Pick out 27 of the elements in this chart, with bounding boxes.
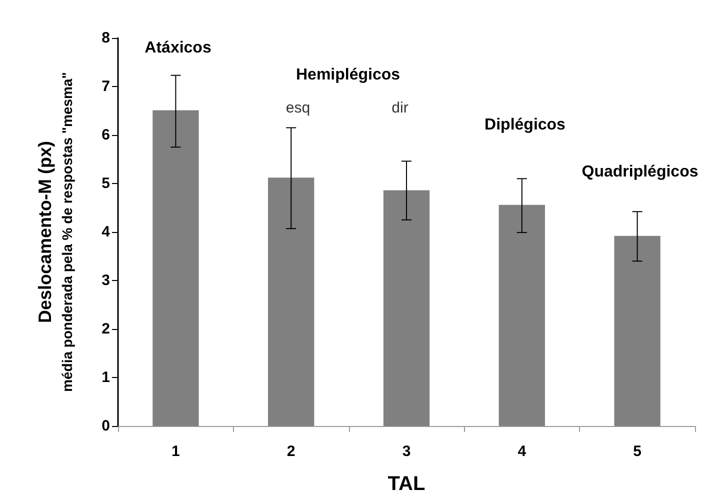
bar bbox=[268, 178, 314, 426]
x-tick-label: 3 bbox=[402, 443, 411, 460]
y-tick-label: 8 bbox=[102, 30, 110, 46]
annotation: Atáxicos bbox=[144, 40, 212, 56]
y-tick-label: 2 bbox=[102, 320, 110, 338]
y-tick-label: 0 bbox=[102, 418, 110, 434]
x-axis-title: TAL bbox=[388, 473, 426, 495]
annotation: dir bbox=[392, 100, 408, 116]
x-tick-label: 1 bbox=[172, 443, 180, 460]
annotation: Diplégicos bbox=[484, 116, 566, 134]
y-tick-label: 7 bbox=[102, 78, 110, 95]
y-tick-label: 6 bbox=[102, 126, 110, 144]
y-tick-label: 1 bbox=[102, 369, 110, 386]
bar bbox=[152, 110, 199, 426]
bar bbox=[614, 236, 660, 426]
bar bbox=[383, 190, 430, 426]
y-tick-label: 3 bbox=[102, 272, 110, 289]
x-tick-label: 5 bbox=[633, 443, 642, 460]
y-tick-label: 5 bbox=[102, 175, 110, 192]
y-tick-label: 4 bbox=[102, 224, 111, 240]
x-tick-label: 2 bbox=[286, 443, 296, 460]
annotation: Quadriplégicos bbox=[582, 164, 698, 180]
x-tick-label: 4 bbox=[518, 443, 527, 460]
y-axis-title: Deslocamento-M (px) média ponderada pela % de respostas "mesma" bbox=[35, 72, 75, 392]
annotation: esq bbox=[286, 100, 310, 116]
bar bbox=[498, 204, 545, 426]
annotation: Hemiplégicos bbox=[296, 66, 400, 84]
